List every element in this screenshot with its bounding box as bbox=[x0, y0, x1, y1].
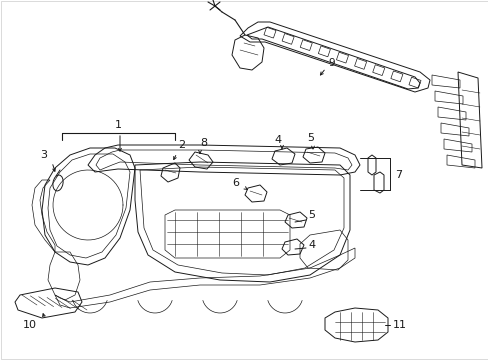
Text: 5: 5 bbox=[306, 133, 313, 143]
Text: 7: 7 bbox=[394, 170, 401, 180]
Text: 11: 11 bbox=[392, 320, 406, 330]
Text: 8: 8 bbox=[200, 138, 207, 148]
Text: 3: 3 bbox=[40, 150, 47, 160]
Text: 4: 4 bbox=[307, 240, 314, 250]
Text: 5: 5 bbox=[307, 210, 314, 220]
Text: 10: 10 bbox=[23, 320, 37, 330]
Text: 6: 6 bbox=[231, 178, 239, 188]
Text: 2: 2 bbox=[178, 140, 185, 150]
Text: 4: 4 bbox=[273, 135, 281, 145]
Text: 1: 1 bbox=[115, 120, 122, 130]
Text: 9: 9 bbox=[327, 58, 334, 68]
